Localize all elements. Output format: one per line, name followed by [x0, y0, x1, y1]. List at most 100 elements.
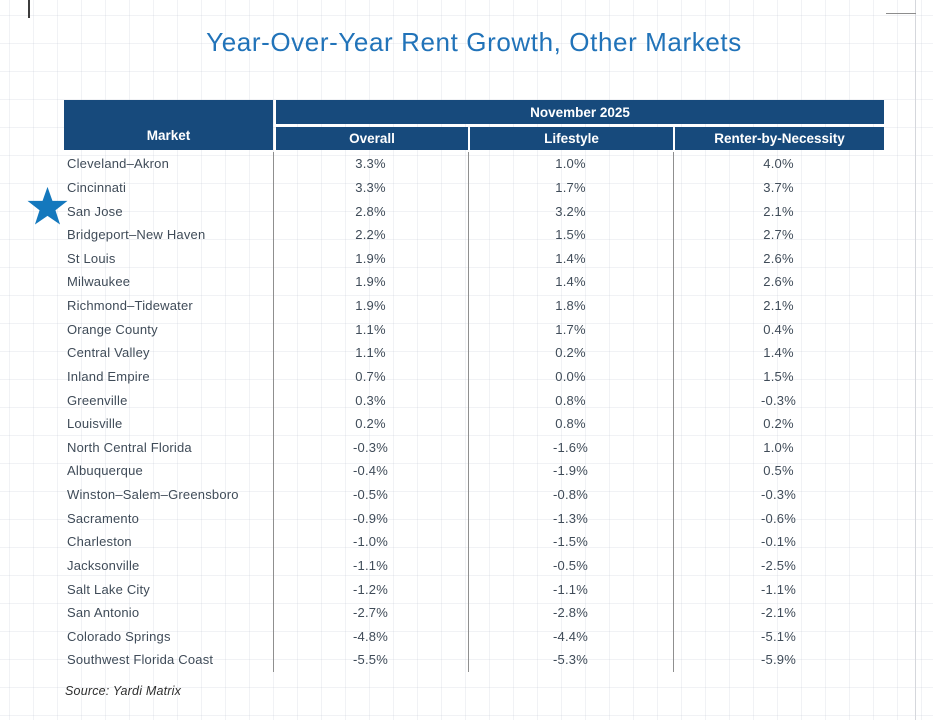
lifestyle-value-cell: -0.8% [553, 487, 588, 503]
col-header-renter-by-necessity: Renter-by-Necessity [675, 127, 884, 150]
table-row: Inland Empire 0.7% 0.0% 1.5% [64, 365, 884, 389]
header-right-block: November 2025 Overall Lifestyle Renter-b… [276, 100, 884, 150]
lifestyle-value-cell: 1.7% [555, 179, 586, 195]
lifestyle-value-cell: 1.7% [555, 321, 586, 337]
lifestyle-value-cell: 1.5% [555, 227, 586, 243]
renter-by-necessity-value-cell: -5.9% [761, 652, 796, 668]
market-cell: Colorado Springs [67, 628, 171, 644]
market-cell: Cleveland–Akron [67, 156, 170, 172]
renter-by-necessity-value-cell: 2.1% [763, 298, 794, 314]
market-cell: Richmond–Tidewater [67, 298, 193, 314]
renter-by-necessity-value-cell: 1.5% [763, 368, 794, 384]
market-cell: Winston–Salem–Greensboro [67, 487, 239, 503]
column-divider [468, 152, 469, 672]
table-row: Charleston -1.0% -1.5% -0.1% [64, 530, 884, 554]
lifestyle-value-cell: -1.3% [553, 510, 588, 526]
lifestyle-value-cell: -1.1% [553, 581, 588, 597]
lifestyle-value-cell: 0.8% [555, 416, 586, 432]
page-boundary-line [915, 0, 916, 720]
renter-by-necessity-value-cell: 0.5% [763, 463, 794, 479]
lifestyle-value-cell: -0.5% [553, 557, 588, 573]
overall-value-cell: 2.8% [355, 203, 386, 219]
col-header-market: Market [64, 100, 273, 150]
market-cell: Inland Empire [67, 368, 150, 384]
lifestyle-value-cell: 0.0% [555, 368, 586, 384]
renter-by-necessity-value-cell: 1.0% [763, 439, 794, 455]
page-corner-mark-vertical [28, 0, 30, 18]
lifestyle-value-cell: -2.8% [553, 605, 588, 621]
market-cell: Charleston [67, 534, 132, 550]
overall-value-cell: -1.0% [353, 534, 388, 550]
market-cell: Sacramento [67, 510, 140, 526]
renter-by-necessity-value-cell: -2.5% [761, 557, 796, 573]
overall-value-cell: 1.9% [355, 250, 386, 266]
lifestyle-value-cell: 1.4% [555, 274, 586, 290]
table-row: Richmond–Tidewater 1.9% 1.8% 2.1% [64, 294, 884, 318]
market-cell: Southwest Florida Coast [67, 652, 214, 668]
market-cell: Orange County [67, 321, 158, 337]
overall-value-cell: -1.1% [353, 557, 388, 573]
market-cell: Jacksonville [67, 557, 140, 573]
table-row: San Antonio -2.7% -2.8% -2.1% [64, 601, 884, 625]
table-row: Sacramento -0.9% -1.3% -0.6% [64, 506, 884, 530]
chart-title: Year-Over-Year Rent Growth, Other Market… [206, 27, 742, 57]
rent-growth-table: Market November 2025 Overall Lifestyle R… [64, 100, 884, 672]
market-cell: Greenville [67, 392, 128, 408]
table-row: Louisville 0.2% 0.8% 0.2% [64, 412, 884, 436]
market-cell: Salt Lake City [67, 581, 151, 597]
table-row: Southwest Florida Coast -5.5% -5.3% -5.9% [64, 648, 884, 672]
renter-by-necessity-value-cell: 2.7% [763, 227, 794, 243]
lifestyle-value-cell: 1.8% [555, 298, 586, 314]
overall-value-cell: 1.1% [355, 321, 386, 337]
table-row: Colorado Springs -4.8% -4.4% -5.1% [64, 625, 884, 649]
table-row: North Central Florida -0.3% -1.6% 1.0% [64, 436, 884, 460]
market-cell: Central Valley [67, 345, 150, 361]
renter-by-necessity-value-cell: -0.6% [761, 510, 796, 526]
lifestyle-value-cell: 0.8% [555, 392, 586, 408]
market-cell: St Louis [67, 250, 116, 266]
lifestyle-value-cell: 1.4% [555, 250, 586, 266]
renter-by-necessity-value-cell: -5.1% [761, 628, 796, 644]
sub-header-row: Overall Lifestyle Renter-by-Necessity [276, 127, 884, 150]
overall-value-cell: -1.2% [353, 581, 388, 597]
overall-value-cell: 0.3% [355, 392, 386, 408]
renter-by-necessity-value-cell: 1.4% [763, 345, 794, 361]
overall-value-cell: 3.3% [355, 156, 386, 172]
renter-by-necessity-value-cell: 2.1% [763, 203, 794, 219]
renter-by-necessity-value-cell: -2.1% [761, 605, 796, 621]
col-header-overall: Overall [276, 127, 468, 150]
overall-value-cell: 0.7% [355, 368, 386, 384]
market-cell: Albuquerque [67, 463, 143, 479]
lifestyle-value-cell: 1.0% [555, 156, 586, 172]
overall-value-cell: -4.8% [353, 628, 388, 644]
table-row: Central Valley 1.1% 0.2% 1.4% [64, 341, 884, 365]
overall-value-cell: 3.3% [355, 179, 386, 195]
table-row: Milwaukee 1.9% 1.4% 2.6% [64, 270, 884, 294]
overall-value-cell: -0.5% [353, 487, 388, 503]
market-cell: Louisville [67, 416, 123, 432]
renter-by-necessity-value-cell: -0.3% [761, 392, 796, 408]
lifestyle-value-cell: 3.2% [555, 203, 586, 219]
table-row: Cincinnati 3.3% 1.7% 3.7% [64, 176, 884, 200]
renter-by-necessity-value-cell: -0.1% [761, 534, 796, 550]
table-row: Winston–Salem–Greensboro -0.5% -0.8% -0.3% [64, 483, 884, 507]
col-header-lifestyle: Lifestyle [470, 127, 673, 150]
market-cell: Cincinnati [67, 179, 127, 195]
table-row: San Jose 2.8% 3.2% 2.1% [64, 199, 884, 223]
market-cell: North Central Florida [67, 439, 192, 455]
table-row: St Louis 1.9% 1.4% 2.6% [64, 247, 884, 271]
renter-by-necessity-value-cell: 2.6% [763, 274, 794, 290]
lifestyle-value-cell: 0.2% [555, 345, 586, 361]
market-cell: Milwaukee [67, 274, 131, 290]
star-icon [27, 186, 68, 225]
overall-value-cell: 0.2% [355, 416, 386, 432]
page-corner-mark-horizontal [886, 13, 916, 14]
lifestyle-value-cell: -1.5% [553, 534, 588, 550]
overall-value-cell: 1.1% [355, 345, 386, 361]
overall-value-cell: -0.9% [353, 510, 388, 526]
market-cell: Bridgeport–New Haven [67, 227, 206, 243]
table-row: Albuquerque -0.4% -1.9% 0.5% [64, 459, 884, 483]
table-row: Bridgeport–New Haven 2.2% 1.5% 2.7% [64, 223, 884, 247]
table-body: Cleveland–Akron 3.3% 1.0% 4.0% Cincinnati 3.3… [64, 152, 884, 672]
